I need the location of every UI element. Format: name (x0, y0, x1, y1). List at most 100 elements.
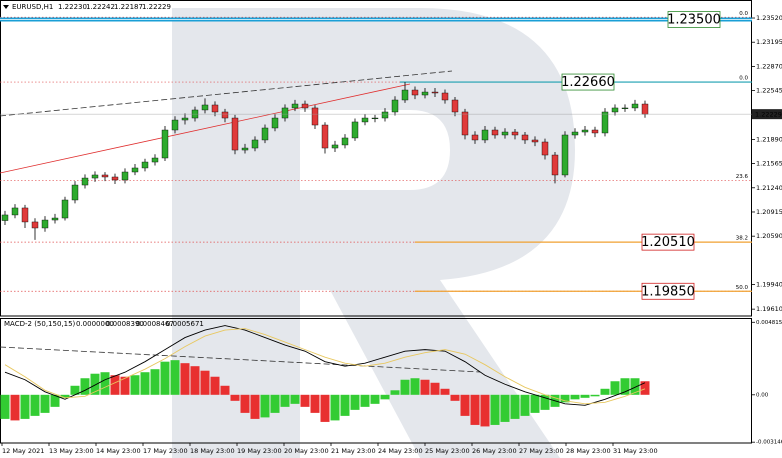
candle-body (411, 89, 419, 96)
x-tick-label: 12 May 2021 (2, 447, 44, 455)
histogram-bar (20, 394, 30, 419)
y-tick-label: 1.23520 (756, 14, 782, 22)
macd-line (4, 328, 646, 405)
x-tick-label: 25 May 23:00 (425, 447, 470, 455)
candle-body (601, 111, 609, 134)
histogram-bar (540, 394, 550, 410)
histogram-bar (630, 378, 640, 395)
histogram-bar (160, 361, 170, 395)
x-tick-label: 20 May 23:00 (284, 447, 329, 455)
level-label: 1.19850 (641, 284, 695, 299)
price-panel-frame (0, 0, 752, 317)
candle-body (241, 147, 249, 151)
histogram-bar (450, 394, 460, 401)
histogram-bar (330, 394, 340, 421)
histogram-bar (200, 370, 210, 395)
x-tick-label: 28 May 23:00 (566, 447, 611, 455)
candle-body (531, 139, 539, 143)
candle-body (551, 154, 559, 176)
histogram-bar (580, 394, 590, 398)
histogram-bar (180, 363, 190, 395)
candle-body (91, 174, 99, 179)
level-label-box (561, 73, 615, 91)
candle-body (491, 129, 499, 136)
macd-line (4, 325, 646, 406)
histogram-bar (270, 394, 280, 413)
histogram-bar (140, 372, 150, 395)
histogram-bar (300, 394, 310, 407)
candle-body (511, 131, 519, 136)
histogram-bar (190, 366, 200, 395)
candle-body (281, 107, 289, 119)
histogram-bar (310, 394, 320, 413)
level-label-box (641, 233, 695, 251)
candle-body (161, 129, 169, 159)
candle-body (111, 176, 119, 181)
candle-body (591, 129, 599, 134)
candle-body (541, 141, 549, 156)
histogram-bar (510, 394, 520, 419)
candle-body (11, 207, 19, 216)
histogram-bar (530, 394, 540, 413)
candle-body (51, 217, 59, 221)
menu-icon[interactable] (3, 5, 9, 9)
histogram-bar (490, 394, 500, 425)
candle-body (631, 103, 639, 109)
candle-body (381, 111, 389, 119)
histogram-bar (40, 394, 50, 413)
level-label-box (667, 11, 721, 28)
candle-body (391, 99, 399, 113)
histogram-bar (260, 394, 270, 418)
histogram-bar (360, 394, 370, 407)
histogram-bar (410, 378, 420, 395)
macd-title: MACD-2 (50,150,15) (4, 320, 76, 328)
candle-body (431, 91, 439, 94)
candle-body (61, 199, 69, 219)
candle-body (131, 167, 139, 173)
candle-body (261, 127, 269, 141)
y-tick-label: 1.20590 (756, 232, 782, 240)
x-tick-label: 14 May 23:00 (96, 447, 141, 455)
macd-reading: 0.0008390 (106, 320, 144, 328)
candle-body (301, 103, 309, 109)
histogram-bar (280, 394, 290, 407)
quote-value: 1.22187 (114, 3, 143, 11)
histogram-bar (400, 379, 410, 395)
candle-body (141, 161, 149, 169)
histogram-bar (170, 360, 180, 395)
candle-body (401, 89, 409, 101)
y-tick-label: 1.21890 (756, 135, 782, 143)
x-tick-label: 21 May 23:00 (331, 447, 376, 455)
candle-body (181, 117, 189, 121)
histogram-bar (90, 373, 100, 395)
histogram-bar (440, 388, 450, 395)
candle-body (561, 134, 569, 176)
current-price-label: 1.22229 (755, 111, 782, 119)
candle-body (471, 134, 479, 141)
x-tick-label: 26 May 23:00 (472, 447, 517, 455)
histogram-bar (120, 376, 130, 395)
candle-body (581, 129, 589, 133)
histogram-bar (350, 394, 360, 410)
histogram-bar (10, 394, 20, 421)
trend-line-dashed (0, 70, 453, 117)
candle-body (121, 171, 129, 181)
x-tick-label: 27 May 23:00 (519, 447, 564, 455)
macd-reading: 0.0000000 (76, 320, 114, 328)
candle-body (41, 219, 49, 229)
histogram-bar (250, 394, 260, 419)
candle-body (71, 184, 79, 201)
candle-body (221, 111, 229, 119)
fib-label: 0.0 (739, 11, 748, 17)
candle-body (31, 221, 39, 229)
histogram-bar (420, 379, 430, 395)
candle-body (451, 99, 459, 113)
quote-value: 1.22230 (58, 3, 87, 11)
candle-body (361, 117, 369, 123)
histogram-bar (590, 394, 600, 397)
candle-body (331, 144, 339, 149)
histogram-bar (220, 385, 230, 395)
level-label: 1.22660 (561, 75, 615, 90)
histogram-bar (520, 394, 530, 416)
y-tick-label: 0.0048155 (756, 320, 782, 326)
